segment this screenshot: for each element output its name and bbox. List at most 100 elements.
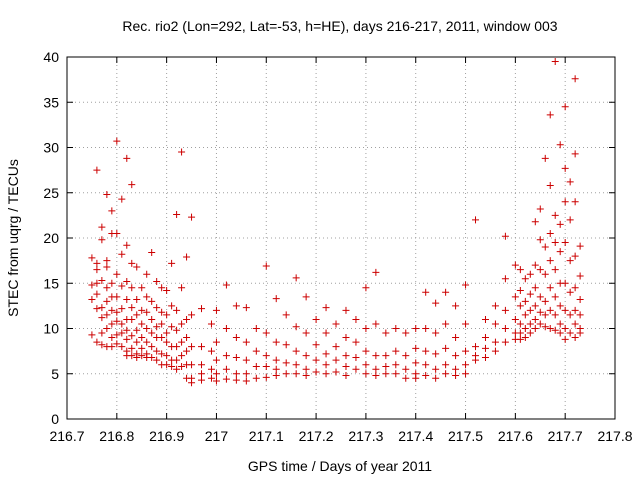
data-point — [541, 311, 549, 319]
data-point — [123, 296, 131, 304]
data-point — [531, 261, 539, 269]
data-point — [501, 275, 509, 283]
data-point — [292, 370, 300, 378]
data-point — [133, 326, 141, 334]
data-point — [262, 363, 270, 371]
data-point — [178, 320, 186, 328]
data-point — [556, 302, 564, 310]
data-point — [462, 370, 470, 378]
data-point — [188, 379, 196, 387]
data-point — [392, 325, 400, 332]
data-point — [123, 335, 131, 343]
data-point — [322, 350, 330, 358]
data-point — [93, 338, 101, 346]
data-point — [302, 365, 310, 373]
data-point — [262, 329, 270, 337]
data-point — [511, 293, 519, 301]
data-point — [422, 325, 430, 332]
x-tick-label: 217.4 — [398, 428, 433, 444]
data-point — [571, 198, 579, 206]
data-point — [148, 297, 156, 305]
data-point — [571, 284, 579, 292]
data-point — [242, 370, 250, 378]
data-point — [118, 250, 126, 258]
data-point — [516, 335, 524, 343]
data-point — [516, 320, 524, 328]
data-point — [432, 374, 440, 382]
data-point — [148, 248, 156, 256]
x-tick-label: 217.1 — [249, 428, 284, 444]
data-point — [103, 311, 111, 319]
data-point — [198, 361, 206, 369]
data-point — [302, 293, 310, 301]
data-point — [262, 352, 270, 360]
data-point — [521, 311, 529, 319]
data-point — [88, 254, 96, 262]
data-point — [422, 288, 430, 296]
data-point — [153, 304, 161, 312]
data-point — [561, 279, 569, 287]
data-point — [521, 275, 529, 283]
x-tick-label: 217.2 — [299, 428, 334, 444]
data-point — [352, 315, 360, 323]
data-point — [302, 352, 310, 360]
data-point — [576, 272, 584, 280]
data-point — [188, 343, 196, 351]
chart-title: Rec. rio2 (Lon=292, Lat=-53, h=HE), days… — [122, 18, 557, 34]
data-point — [123, 277, 131, 285]
data-point — [98, 314, 106, 322]
data-point — [163, 352, 171, 360]
data-point — [481, 353, 489, 361]
data-point — [93, 279, 101, 287]
data-point — [561, 164, 569, 172]
data-point — [501, 338, 509, 346]
data-point — [93, 166, 101, 174]
data-point — [128, 181, 136, 189]
y-tick-label: 15 — [43, 275, 59, 291]
data-point — [198, 343, 206, 351]
data-point — [541, 297, 549, 305]
data-point — [118, 282, 126, 290]
data-point — [541, 154, 549, 162]
data-point — [88, 281, 96, 289]
data-point — [173, 365, 181, 373]
data-point — [442, 320, 450, 328]
y-tick-label: 10 — [43, 321, 59, 337]
y-tick-label: 0 — [51, 411, 59, 427]
data-point — [262, 373, 270, 381]
data-point — [143, 325, 151, 332]
data-point — [531, 218, 539, 226]
data-point — [222, 365, 230, 373]
data-point — [148, 353, 156, 361]
data-point — [282, 370, 290, 378]
data-point — [452, 302, 460, 310]
data-point — [511, 261, 519, 269]
data-point — [178, 338, 186, 346]
data-point — [153, 356, 161, 364]
data-point — [138, 344, 146, 352]
data-point — [138, 306, 146, 314]
data-point — [153, 323, 161, 331]
data-point — [551, 58, 559, 66]
data-point — [133, 263, 141, 271]
data-point — [118, 343, 126, 351]
data-point — [526, 320, 534, 328]
data-point — [342, 352, 350, 360]
data-point — [198, 376, 206, 384]
data-point — [98, 341, 106, 349]
data-point — [362, 325, 370, 332]
data-point — [103, 263, 111, 271]
data-point — [531, 325, 539, 332]
data-point — [566, 311, 574, 319]
data-point — [372, 365, 380, 373]
data-point — [282, 359, 290, 367]
data-point — [332, 343, 340, 351]
data-point — [138, 352, 146, 360]
plot-frame — [66, 56, 616, 420]
data-point — [531, 315, 539, 323]
data-point — [402, 352, 410, 360]
data-point — [352, 365, 360, 373]
data-point — [372, 372, 380, 380]
data-point — [123, 154, 131, 162]
